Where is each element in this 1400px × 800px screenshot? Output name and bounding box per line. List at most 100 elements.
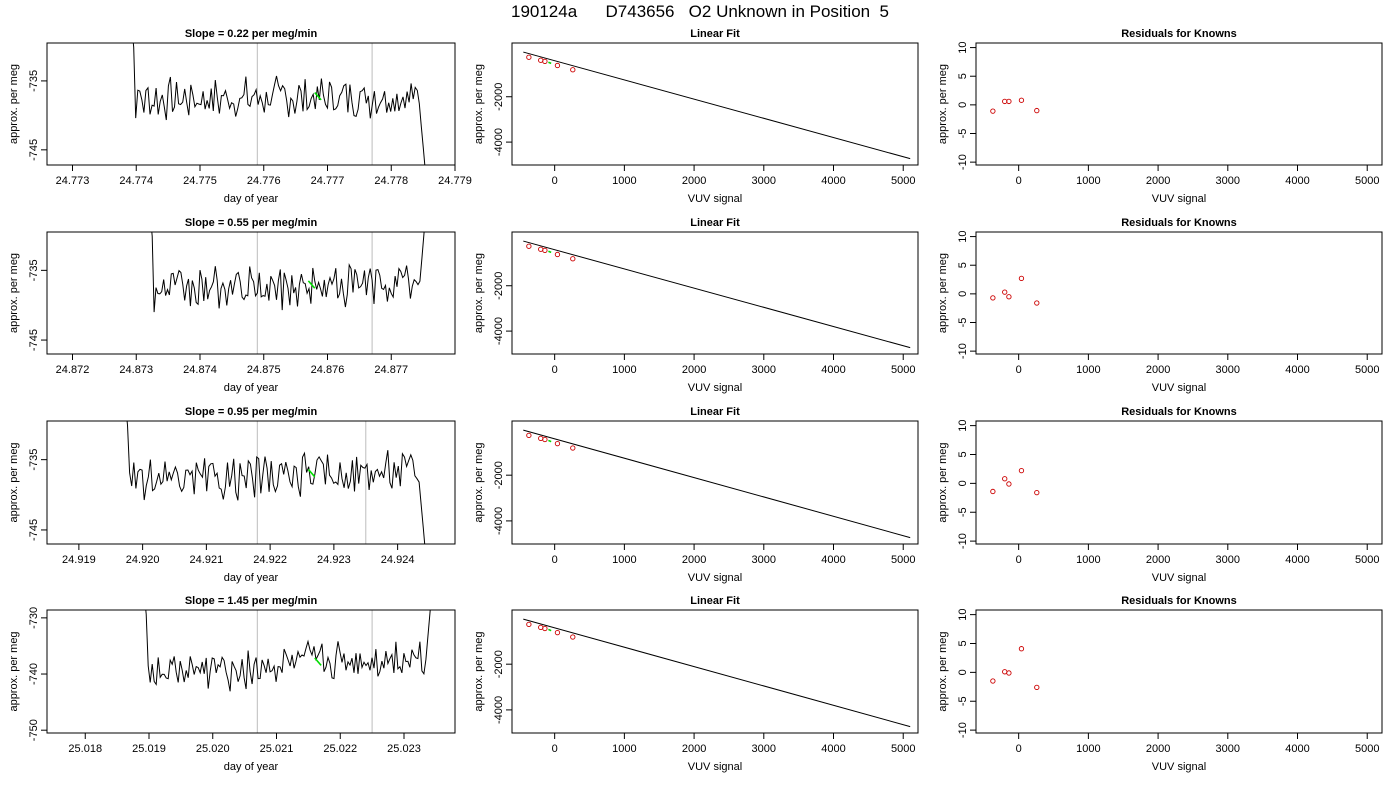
y-tick-label: -4000 [493, 507, 505, 535]
x-tick-label: 24.919 [62, 554, 96, 566]
x-tick-label: 24.777 [311, 175, 345, 187]
residual-point [1034, 300, 1040, 306]
x-tick-label: 24.774 [119, 175, 153, 187]
residual-point [1034, 107, 1040, 114]
x-tick-label: 25.022 [323, 743, 357, 755]
y-axis-label: approx. per meg [473, 253, 485, 333]
series-trace [145, 610, 431, 692]
unknown-segment [548, 628, 552, 632]
x-tick-label: 5000 [891, 364, 915, 376]
residual-point [1006, 481, 1012, 487]
y-axis-label: approx. per meg [473, 64, 485, 144]
x-tick-label: 25.019 [132, 743, 166, 755]
x-tick-label: 4000 [821, 175, 845, 187]
x-tick-label: 5000 [891, 743, 915, 755]
unknown-segment [307, 280, 316, 289]
y-tick-label: -735 [28, 70, 40, 92]
known-point [542, 436, 548, 443]
x-tick-label: 5000 [1355, 554, 1379, 566]
panel-r2-c1: Slope = 0.55 per meg/min 24.872 24.873 24.8… [8, 217, 456, 394]
plot-frame [46, 609, 456, 734]
plot-frame [511, 609, 919, 734]
y-axis-label: approx. per meg [8, 64, 20, 144]
y-tick-label: -745 [28, 139, 40, 161]
fit-line [523, 618, 911, 728]
residual-point [990, 488, 996, 495]
unknown-segment [548, 61, 552, 65]
plot-frame [975, 420, 1383, 545]
plot-area [523, 618, 911, 728]
y-axis-label: approx. per meg [937, 631, 949, 711]
plot-area [523, 51, 911, 160]
x-tick-label: 5000 [891, 175, 915, 187]
x-axis-label: VUV signal [1152, 193, 1206, 205]
x-axis-label: day of year [224, 572, 279, 584]
known-point [554, 440, 561, 447]
unknown-segment [307, 468, 316, 478]
plot-frame [511, 420, 919, 545]
x-tick-label: 1000 [1076, 743, 1100, 755]
x-tick-label: 4000 [1285, 364, 1309, 376]
plot-area [145, 610, 431, 733]
y-tick-label: 5 [957, 73, 969, 79]
y-axis-label: approx. per meg [937, 253, 949, 333]
y-axis-label: approx. per meg [937, 64, 949, 144]
known-point [570, 445, 576, 451]
x-tick-label: 1000 [612, 175, 636, 187]
fit-line [523, 51, 911, 160]
y-tick-label: -5 [957, 129, 969, 139]
x-tick-label: 24.921 [190, 554, 224, 566]
panel-title: Slope = 0.55 per meg/min [185, 217, 318, 229]
x-tick-label: 4000 [1285, 554, 1309, 566]
plot-area [990, 646, 1040, 691]
x-tick-label: 2000 [682, 554, 706, 566]
unknown-segment [548, 439, 552, 443]
plot-frame [975, 42, 1383, 166]
panel-r3-c3: Residuals for Knowns 0 1000 2000 3000 4000 500… [937, 406, 1383, 584]
known-point [542, 58, 548, 65]
x-tick-label: 1000 [1076, 175, 1100, 187]
x-tick-label: 2000 [1146, 364, 1170, 376]
x-tick-label: 24.872 [56, 364, 90, 376]
known-point [570, 67, 576, 73]
x-tick-label: 4000 [1285, 743, 1309, 755]
x-tick-label: 0 [552, 364, 558, 376]
known-point [526, 243, 532, 249]
plot-frame [511, 42, 919, 166]
y-tick-label: -4000 [493, 696, 505, 724]
x-tick-label: 24.874 [183, 364, 217, 376]
residual-point [1018, 646, 1025, 652]
x-axis-label: VUV signal [1152, 761, 1206, 773]
x-tick-label: 0 [1016, 364, 1022, 376]
panel-r4-c2: Linear Fit 0 1000 2000 3000 4000 5000 -2000 -400… [473, 595, 919, 773]
x-tick-label: 24.924 [381, 554, 415, 566]
x-tick-label: 24.873 [119, 364, 153, 376]
x-tick-label: 3000 [1216, 554, 1240, 566]
x-tick-label: 3000 [752, 554, 776, 566]
x-tick-label: 24.875 [247, 364, 281, 376]
x-tick-label: 0 [1016, 743, 1022, 755]
x-axis-label: day of year [224, 761, 279, 773]
panel-title: Linear Fit [690, 595, 740, 607]
plot-area [151, 232, 425, 354]
x-tick-label: 1000 [612, 364, 636, 376]
y-tick-label: 5 [957, 640, 969, 646]
y-tick-label: -730 [28, 607, 40, 629]
x-tick-label: 2000 [682, 743, 706, 755]
panel-title: Linear Fit [690, 217, 740, 229]
x-tick-label: 25.021 [260, 743, 294, 755]
plot-frame [975, 609, 1383, 734]
x-tick-label: 3000 [1216, 743, 1240, 755]
x-tick-label: 24.923 [317, 554, 351, 566]
known-point [526, 54, 532, 60]
known-point [538, 246, 544, 252]
x-tick-label: 5000 [891, 554, 915, 566]
plot-area [990, 275, 1040, 306]
x-tick-label: 4000 [821, 743, 845, 755]
plot-frame [46, 42, 456, 166]
x-tick-label: 24.773 [56, 175, 90, 187]
y-axis-label: approx. per meg [8, 253, 20, 333]
x-tick-label: 1000 [612, 554, 636, 566]
x-tick-label: 0 [552, 175, 558, 187]
residual-point [1002, 289, 1008, 295]
